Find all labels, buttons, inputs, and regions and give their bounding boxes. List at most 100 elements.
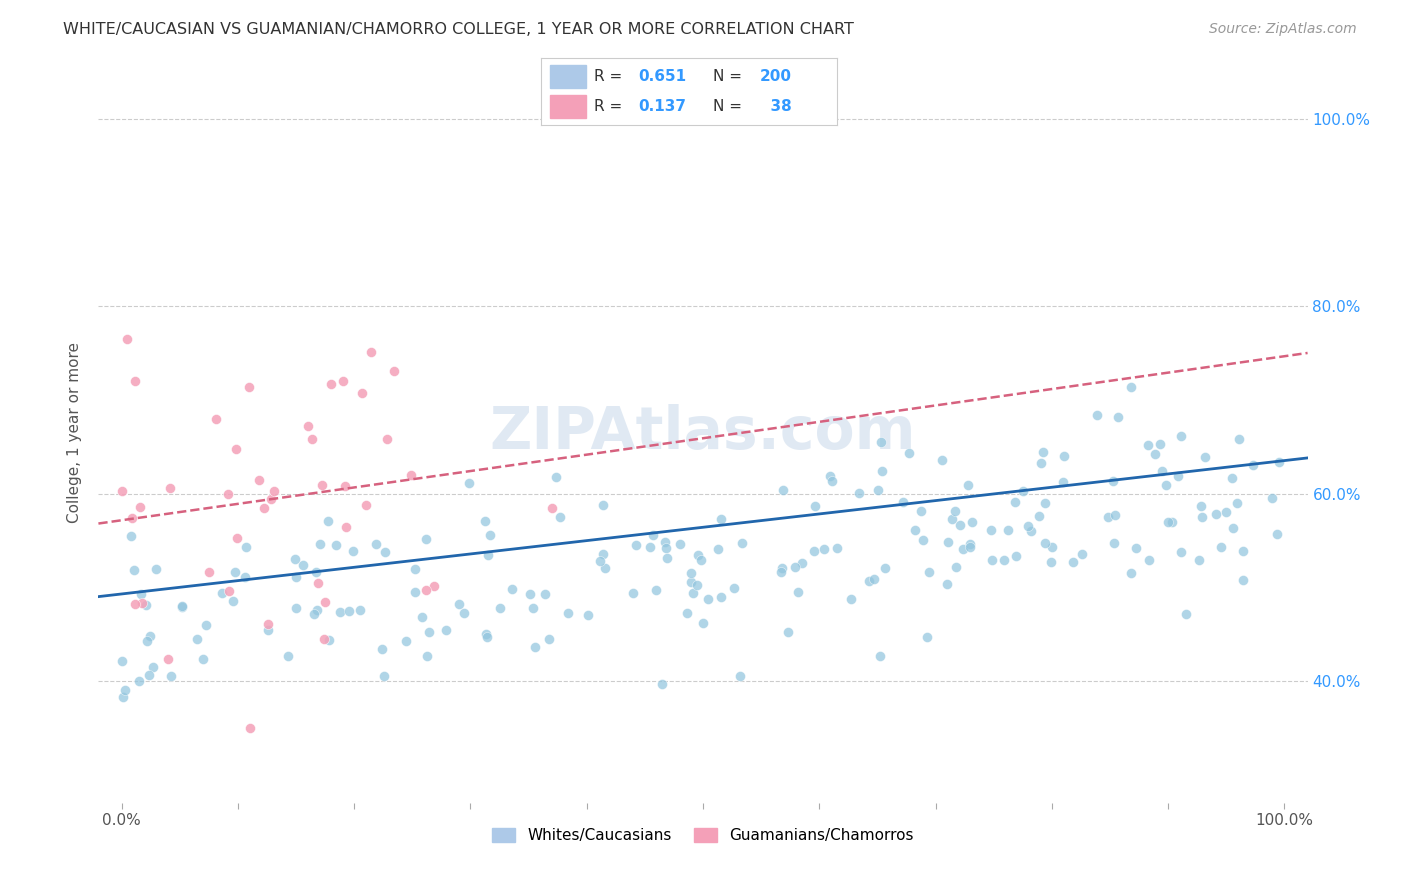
Point (1071, 547, 1094, 561)
Point (415, 582, 437, 597)
Point (302, 607, 325, 621)
Point (1004, 549, 1026, 564)
Point (679, 575, 702, 590)
Point (474, 626, 496, 640)
Point (337, 604, 360, 618)
Point (710, 590, 733, 604)
Point (1174, 607, 1197, 621)
Point (139, 629, 162, 643)
Point (160, 669, 183, 683)
Point (641, 527, 664, 541)
Point (723, 581, 745, 595)
Point (772, 483, 794, 498)
Point (335, 520, 357, 534)
Point (114, 683, 136, 698)
Point (1241, 458, 1264, 472)
Point (1033, 536, 1056, 550)
Point (311, 478, 333, 492)
Point (654, 535, 676, 549)
Point (1004, 494, 1026, 508)
Point (997, 524, 1019, 538)
Point (434, 624, 457, 638)
Point (690, 552, 713, 566)
Point (111, 690, 134, 704)
Point (1125, 541, 1147, 555)
Point (128, 673, 150, 688)
Point (522, 600, 544, 615)
Point (422, 579, 444, 593)
Point (1017, 519, 1039, 533)
Point (478, 527, 501, 541)
Point (325, 538, 347, 552)
Point (1226, 496, 1249, 510)
Point (863, 572, 886, 586)
Point (253, 500, 276, 515)
Point (314, 595, 336, 609)
Text: WHITE/CAUCASIAN VS GUAMANIAN/CHAMORRO COLLEGE, 1 YEAR OR MORE CORRELATION CHART: WHITE/CAUCASIAN VS GUAMANIAN/CHAMORRO CO… (63, 22, 855, 37)
Point (224, 565, 246, 579)
Point (1053, 449, 1076, 463)
Point (904, 523, 927, 537)
Point (319, 377, 342, 392)
Point (418, 624, 440, 639)
Point (217, 487, 239, 501)
Point (205, 412, 228, 426)
Point (1188, 553, 1211, 567)
Point (335, 479, 357, 493)
Y-axis label: College, 1 year or more: College, 1 year or more (67, 343, 83, 523)
Point (1119, 380, 1142, 394)
Point (686, 548, 709, 562)
Point (1085, 409, 1108, 423)
Point (1220, 470, 1243, 484)
Point (225, 442, 247, 456)
Bar (550, 65, 586, 88)
Point (458, 475, 481, 490)
Point (931, 453, 953, 467)
Point (222, 594, 245, 608)
Point (960, 515, 983, 529)
Point (957, 478, 980, 492)
Point (839, 592, 862, 607)
Point (651, 676, 673, 690)
Point (870, 464, 893, 478)
Point (1029, 456, 1052, 470)
Point (247, 473, 270, 487)
Point (121, 510, 143, 524)
Point (284, 601, 307, 615)
Point (655, 541, 678, 556)
Point (621, 585, 644, 599)
Point (524, 640, 547, 654)
Point (263, 484, 285, 499)
Point (186, 632, 208, 647)
Point (519, 587, 541, 601)
Point (1137, 553, 1160, 567)
Point (1152, 464, 1174, 478)
Point (593, 560, 616, 574)
Text: R =: R = (595, 69, 627, 84)
Point (128, 500, 150, 514)
Point (891, 495, 914, 509)
Point (935, 576, 957, 591)
Point (382, 364, 405, 378)
Point (1019, 524, 1042, 538)
Legend: Whites/Caucasians, Guamanians/Chamorros: Whites/Caucasians, Guamanians/Chamorros (484, 820, 922, 851)
Point (803, 543, 825, 558)
Point (804, 500, 827, 514)
Point (915, 630, 938, 644)
Point (1205, 508, 1227, 522)
Text: 200: 200 (759, 69, 792, 84)
Point (373, 669, 395, 683)
Point (366, 537, 388, 551)
Point (375, 433, 398, 447)
Point (416, 648, 439, 663)
Point (239, 721, 262, 735)
Point (785, 560, 807, 574)
Point (342, 543, 364, 558)
Point (638, 540, 661, 554)
Point (211, 586, 233, 600)
Point (696, 591, 718, 606)
Point (1097, 510, 1119, 524)
Point (257, 623, 280, 637)
Point (404, 562, 426, 576)
Point (307, 575, 329, 590)
